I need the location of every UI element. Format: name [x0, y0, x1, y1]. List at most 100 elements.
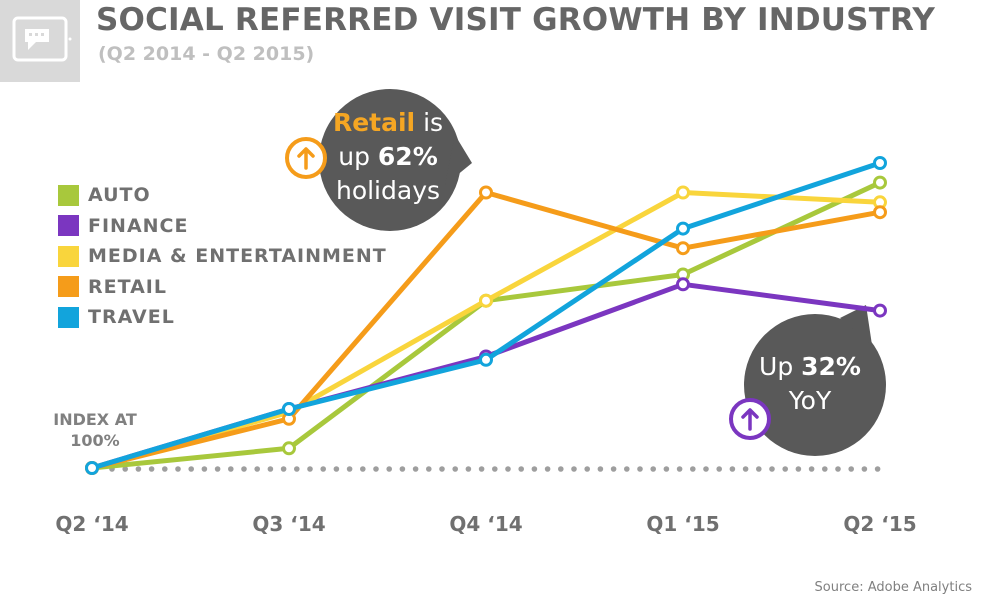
legend-swatch-finance [58, 215, 79, 237]
data-point-media-entertainment [676, 185, 690, 200]
baseline-dot [610, 466, 617, 472]
retail-callout-holidays: holidays [335, 176, 441, 205]
baseline-dot [320, 466, 327, 472]
chart-title: SOCIAL REFERRED VISIT GROWTH BY INDUSTRY [96, 2, 936, 38]
legend-swatch-media [58, 245, 79, 267]
baseline-dot [360, 466, 366, 472]
baseline-dot [663, 466, 670, 472]
baseline-dot [386, 466, 393, 472]
baseline-dot [122, 466, 128, 472]
baseline-dot [439, 466, 445, 472]
legend-label-auto: AUTO [88, 184, 151, 207]
yoy-callout-tail [840, 305, 872, 345]
baseline-dot [254, 466, 260, 472]
baseline-dotted-line [109, 466, 881, 472]
legend-label-retail: RETAIL [88, 275, 167, 298]
data-point-auto [282, 441, 296, 456]
baseline-dot [584, 466, 590, 472]
x-tick-label: Q2 ‘14 [55, 512, 128, 536]
baseline-dot [782, 466, 788, 472]
baseline-dot [624, 466, 630, 472]
yoy-callout-up: Up [759, 352, 802, 381]
baseline-dot [690, 466, 696, 472]
x-tick-label: Q2 ‘15 [843, 512, 916, 536]
baseline-dot [597, 466, 604, 472]
baseline-dot [175, 466, 181, 472]
baseline-dot [162, 466, 168, 472]
legend-item-travel: TRAVEL [58, 302, 387, 333]
data-point-travel [85, 461, 99, 475]
yoy-callout-bubble [744, 314, 886, 456]
baseline-dot [558, 466, 564, 472]
baseline-dot [373, 466, 379, 472]
baseline-dot [848, 466, 854, 472]
baseline-dot [399, 466, 406, 472]
baseline-dot [716, 466, 722, 472]
baseline-dot [135, 466, 142, 472]
baseline-dot [518, 466, 524, 472]
baseline-dot [201, 466, 208, 472]
baseline-dot [822, 466, 828, 472]
baseline-dot [478, 466, 485, 472]
yoy-callout-label: YoY [788, 386, 832, 415]
x-tick-label: Q4 ‘14 [449, 512, 522, 536]
baseline-dot [874, 466, 881, 472]
legend-swatch-retail [58, 276, 79, 298]
baseline-dot [294, 466, 300, 472]
baseline-dot [571, 466, 577, 472]
legend-item-finance: FINANCE [58, 211, 387, 242]
legend-item-retail: RETAIL [58, 272, 387, 303]
legend-swatch-travel [58, 306, 79, 328]
retail-callout-tail [445, 135, 472, 185]
baseline-dot [267, 466, 274, 472]
baseline-dot [729, 466, 736, 472]
retail-callout-suffix: is [415, 108, 444, 137]
data-point-finance [873, 303, 887, 318]
data-point-retail [479, 185, 493, 200]
retail-callout-bubble [319, 89, 461, 231]
baseline-dot [808, 466, 815, 472]
baseline-dot [795, 466, 802, 472]
baseline-dot [346, 466, 353, 472]
retail-callout-value: 62% [377, 142, 438, 171]
x-tick-label: Q3 ‘14 [252, 512, 325, 536]
yoy-callout-value: 32% [801, 352, 861, 381]
baseline-dot [703, 466, 709, 472]
baseline-dot [756, 466, 762, 472]
source-note: Source: Adobe Analytics [814, 580, 972, 595]
baseline-dot [505, 466, 511, 472]
baseline-index-label: INDEX AT 100% [53, 410, 137, 450]
retail-callout-text: Retail is up 62% holidays [318, 106, 458, 208]
baseline-dot [742, 466, 749, 472]
baseline-dot [531, 466, 538, 472]
baseline-dot [637, 466, 643, 472]
legend: AUTO FINANCE MEDIA & ENTERTAINMENT RETAI… [58, 180, 387, 333]
baseline-dot [241, 466, 247, 472]
data-point-travel [479, 352, 493, 367]
baseline-dot [544, 466, 551, 472]
baseline-dot [861, 466, 868, 472]
chart-subtitle: (Q2 2014 - Q2 2015) [98, 43, 315, 65]
baseline-dot [188, 466, 194, 472]
baseline-dot [412, 466, 419, 472]
baseline-dot [214, 466, 221, 472]
chat-bubble-logo [0, 0, 80, 82]
series-travel [85, 156, 887, 475]
baseline-dot [465, 466, 472, 472]
baseline-dot [835, 466, 841, 472]
baseline-dot [307, 466, 313, 472]
legend-swatch-auto [58, 184, 79, 206]
baseline-dot [769, 466, 775, 472]
legend-label-media: MEDIA & ENTERTAINMENT [88, 245, 387, 268]
baseline-dot [676, 466, 683, 472]
legend-item-media: MEDIA & ENTERTAINMENT [58, 241, 387, 272]
legend-label-finance: FINANCE [88, 214, 189, 237]
data-point-retail [873, 205, 887, 220]
baseline-dot [426, 466, 432, 472]
data-point-travel [873, 156, 887, 170]
data-point-travel [676, 221, 690, 236]
retail-callout-highlight: Retail [332, 108, 416, 137]
data-point-finance [676, 277, 690, 292]
data-point-travel [282, 402, 296, 416]
